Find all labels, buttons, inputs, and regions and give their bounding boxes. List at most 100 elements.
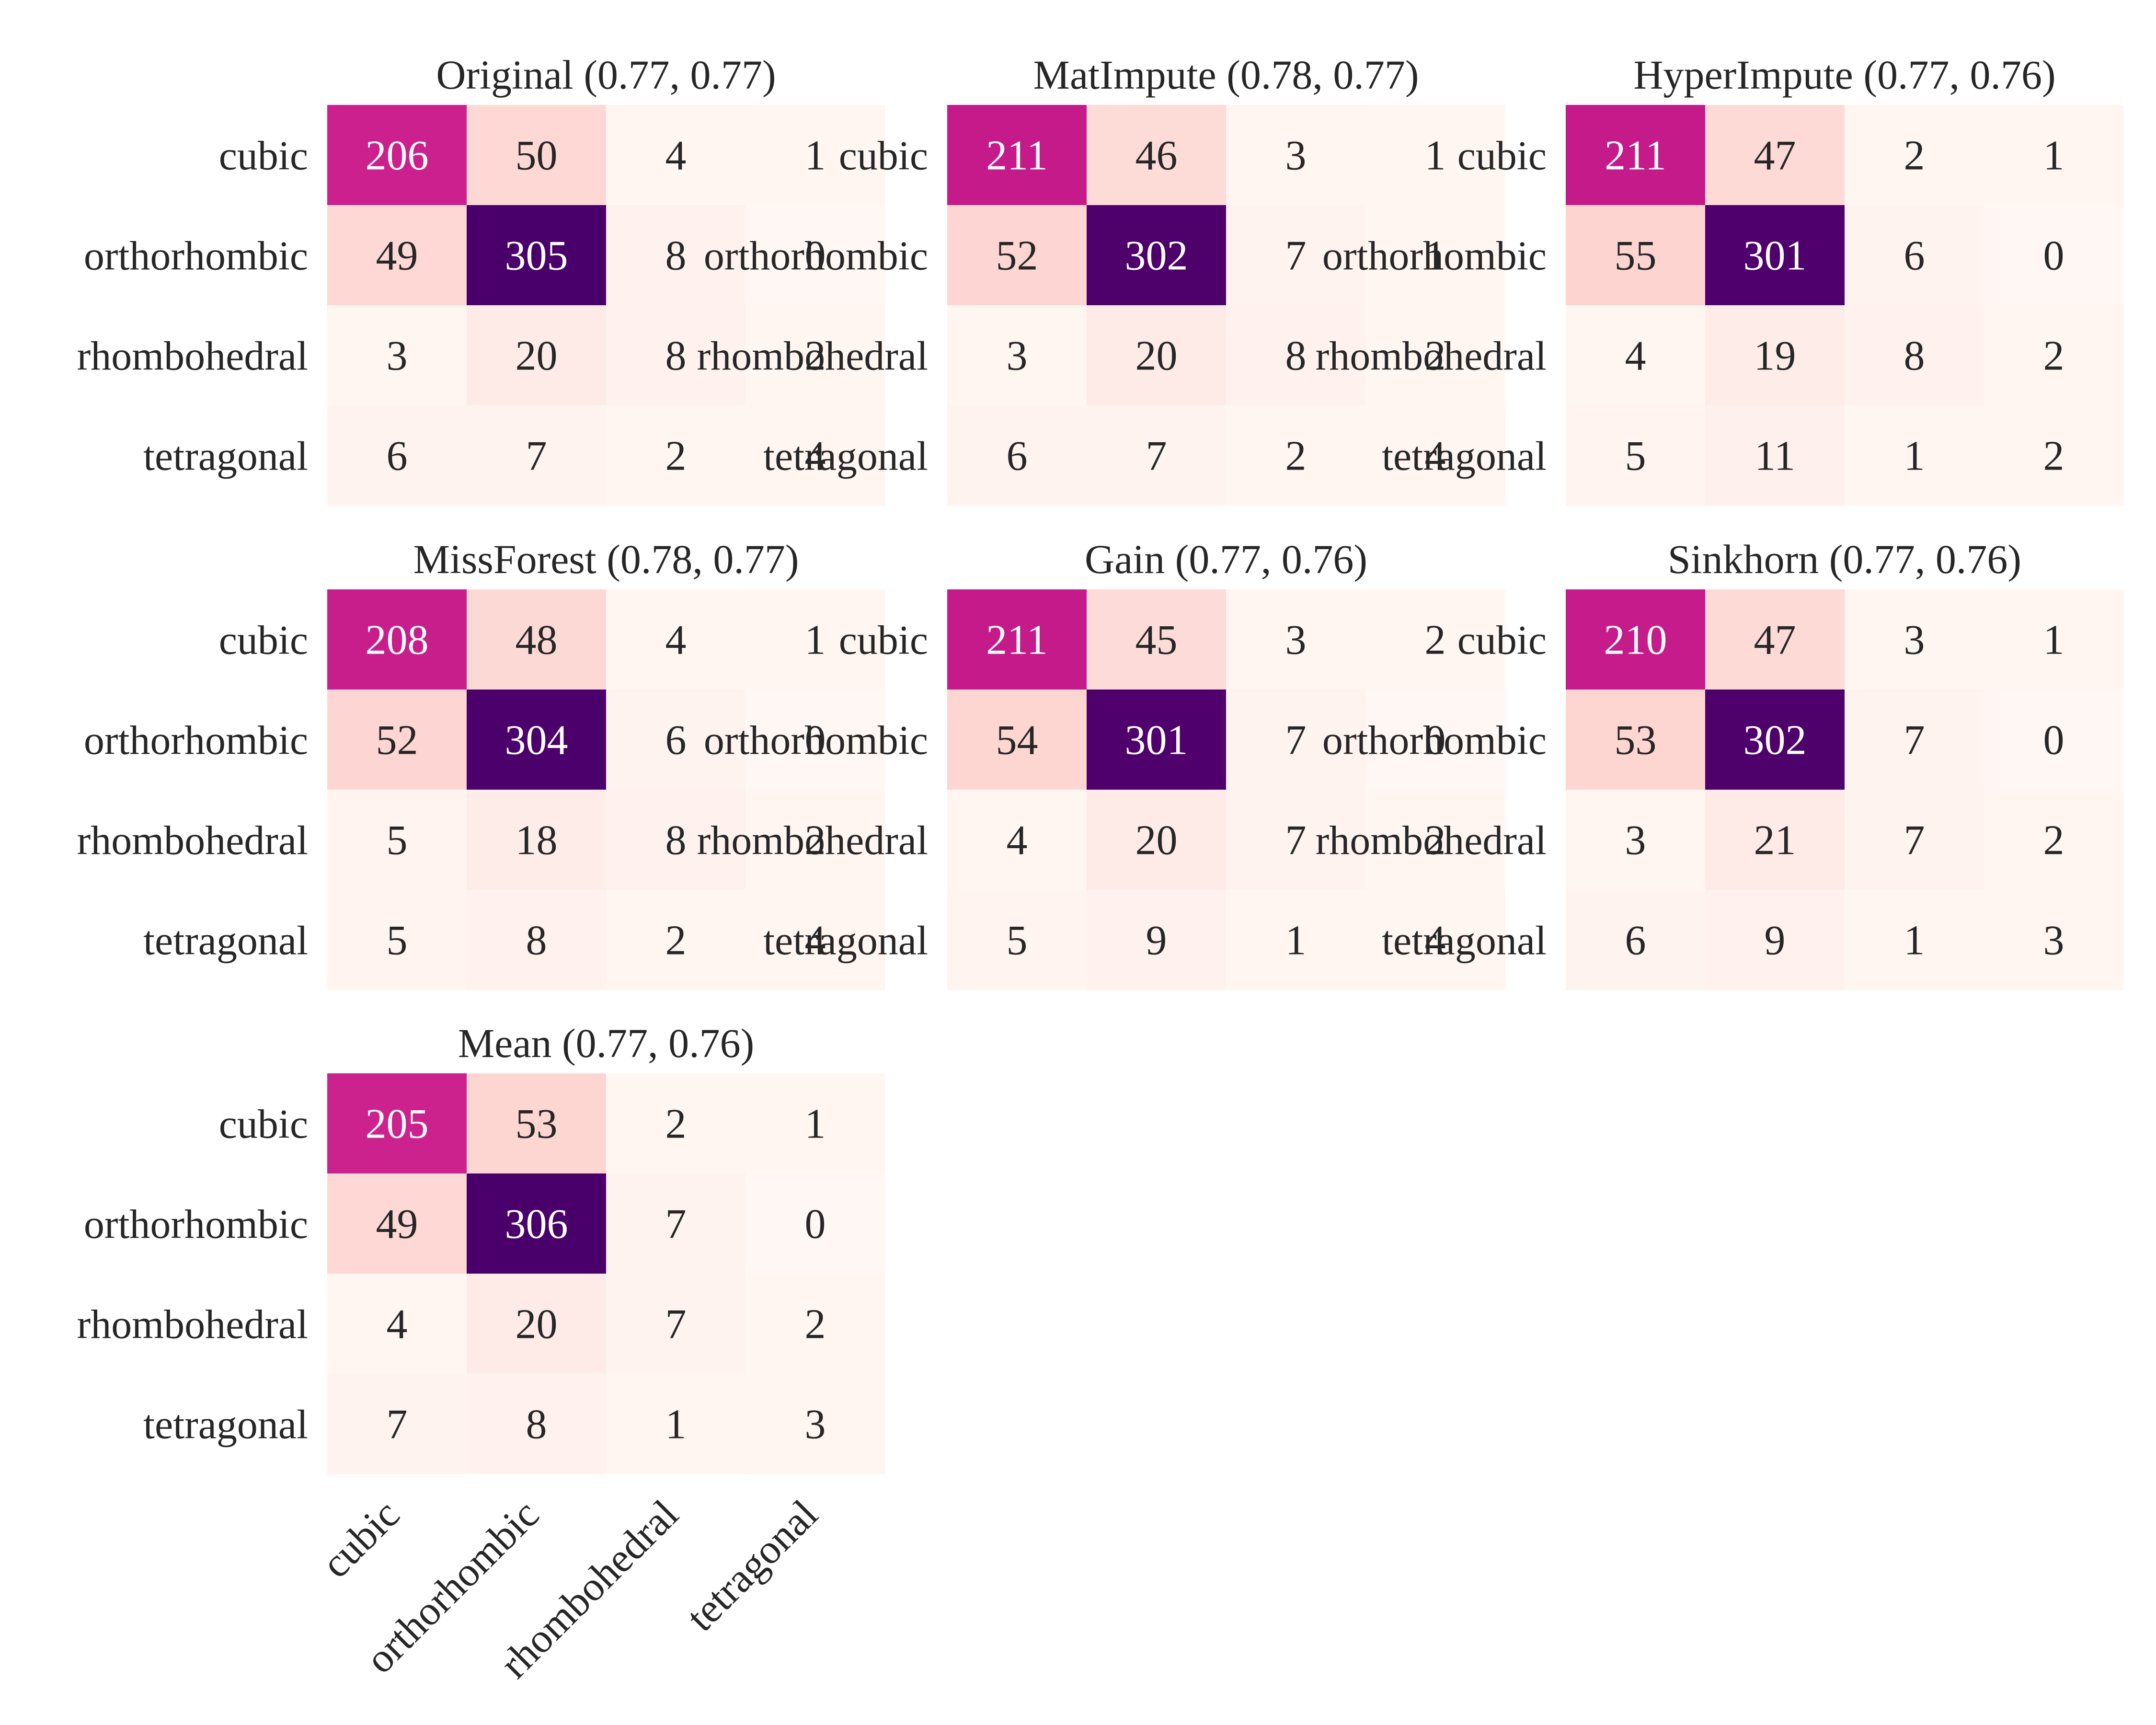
heatmap-cell xyxy=(1226,690,1366,790)
heatmap-cell xyxy=(1226,589,1366,690)
heatmap-cell xyxy=(327,305,467,406)
heatmap-cell xyxy=(606,305,746,406)
row-tick-label: orthorhombic xyxy=(84,717,308,763)
cell-value-label: 302 xyxy=(1125,233,1188,279)
row-tick-label: cubic xyxy=(839,617,928,663)
cell-value-label: 5 xyxy=(387,817,408,864)
cell-value-label: 6 xyxy=(387,433,408,480)
cell-value-label: 1 xyxy=(805,1101,826,1148)
cell-value-label: 2 xyxy=(805,1301,826,1348)
cell-value-label: 6 xyxy=(1904,233,1925,279)
cell-value-label: 8 xyxy=(1904,333,1925,380)
heatmap-cell xyxy=(1566,105,1706,206)
row-tick-label: tetragonal xyxy=(1382,918,1547,964)
row-tick-label: tetragonal xyxy=(763,433,928,479)
heatmap-cell xyxy=(606,205,746,306)
heatmap-cell xyxy=(327,1274,467,1374)
row-tick-label: cubic xyxy=(219,1101,308,1147)
row-tick-label: rhombohedral xyxy=(77,1301,308,1347)
cell-value-label: 50 xyxy=(516,133,558,179)
heatmap-cell xyxy=(467,105,607,206)
heatmap-cell xyxy=(606,890,746,990)
cell-value-label: 4 xyxy=(1425,918,1446,964)
cell-value-label: 4 xyxy=(1625,333,1646,380)
heatmap-cell xyxy=(745,890,885,990)
heatmap-cell xyxy=(947,305,1087,406)
heatmap-cell xyxy=(1705,690,1845,790)
heatmap-cell xyxy=(1705,790,1845,890)
heatmap-cell xyxy=(1566,790,1706,890)
heatmap-cell xyxy=(327,690,467,790)
heatmap-cell xyxy=(1845,690,1984,790)
heatmap-cell xyxy=(1365,405,1505,506)
heatmap-cell xyxy=(1226,305,1366,406)
cell-value-label: 20 xyxy=(1135,817,1178,864)
cell-value-label: 301 xyxy=(1125,717,1188,764)
heatmap-cell xyxy=(1984,890,2124,990)
cell-value-label: 0 xyxy=(1425,717,1446,764)
heatmap-cell xyxy=(1845,305,1984,406)
row-tick-label: tetragonal xyxy=(763,918,928,964)
cell-value-label: 206 xyxy=(366,133,429,179)
cell-value-label: 5 xyxy=(1007,918,1028,964)
heatmap-cell xyxy=(1984,405,2124,506)
cell-value-label: 302 xyxy=(1743,717,1807,764)
cell-value-label: 8 xyxy=(665,233,687,279)
heatmap-panel: Sinkhorn (0.77, 0.76)210 47 3 153 302 7 03 21 7 2… xyxy=(1316,536,2124,990)
cell-value-label: 11 xyxy=(1755,433,1795,480)
cell-value-label: 9 xyxy=(1765,918,1786,964)
row-tick-label: orthorhombic xyxy=(704,717,928,763)
heatmap-panel: Original (0.77, 0.77)206 50 4 1 49 305 8 0 3 20 8 2… xyxy=(77,52,885,506)
heatmap-cell xyxy=(745,1374,885,1474)
heatmap-cell xyxy=(1226,205,1366,306)
cell-value-label: 6 xyxy=(1625,918,1646,964)
cell-value-label: 0 xyxy=(2043,717,2064,764)
heatmap-cell xyxy=(1087,589,1227,690)
cell-value-label: 2 xyxy=(2043,817,2064,864)
cell-value-label: 2 xyxy=(805,333,826,380)
cell-value-label: 301 xyxy=(1743,233,1807,279)
cell-value-label: 1 xyxy=(1425,233,1446,279)
cell-value-label: 8 xyxy=(665,817,687,864)
cell-value-label: 49 xyxy=(376,233,418,279)
cell-value-label: 0 xyxy=(2043,233,2064,279)
heatmap-cell xyxy=(1566,890,1706,990)
heatmap-cell xyxy=(947,105,1087,206)
heatmap-cell xyxy=(327,205,467,306)
cell-value-label: 4 xyxy=(387,1301,408,1348)
row-tick-label: rhombohedral xyxy=(77,817,308,863)
cell-value-label: 210 xyxy=(1604,617,1667,664)
cell-value-label: 2 xyxy=(665,433,687,480)
row-tick-label: orthorhombic xyxy=(84,233,308,279)
cell-value-label: 1 xyxy=(1904,433,1925,480)
cell-value-label: 211 xyxy=(1605,133,1666,179)
heatmap-cell xyxy=(745,1073,885,1174)
cell-value-label: 4 xyxy=(665,617,687,664)
heatmap-cell xyxy=(745,405,885,506)
cell-value-label: 46 xyxy=(1135,133,1178,179)
heatmap-cell xyxy=(606,1173,746,1274)
cell-value-label: 19 xyxy=(1754,333,1796,380)
cell-value-label: 211 xyxy=(986,617,1048,664)
panel-title: Gain (0.77, 0.76) xyxy=(1085,536,1367,582)
heatmap-cell xyxy=(1984,790,2124,890)
heatmap-cell xyxy=(745,305,885,406)
heatmap-cell xyxy=(327,890,467,990)
row-tick-label: rhombohedral xyxy=(1316,817,1547,863)
heatmap-cell xyxy=(1365,790,1505,890)
cell-value-label: 2 xyxy=(1425,617,1446,664)
heatmap-cell xyxy=(327,1173,467,1274)
cell-value-label: 306 xyxy=(505,1201,568,1248)
heatmap-cell xyxy=(1705,405,1845,506)
cell-value-label: 3 xyxy=(1904,617,1925,664)
row-tick-label: orthorhombic xyxy=(1322,717,1547,763)
row-tick-label: rhombohedral xyxy=(697,333,928,379)
cell-value-label: 52 xyxy=(996,233,1038,279)
heatmap-cell xyxy=(1365,105,1505,206)
col-tick-label: tetragonal xyxy=(677,1491,826,1640)
heatmap-cell xyxy=(745,790,885,890)
heatmap-cell xyxy=(1226,790,1366,890)
cell-value-label: 7 xyxy=(665,1201,687,1248)
row-tick-label: rhombohedral xyxy=(77,333,308,379)
